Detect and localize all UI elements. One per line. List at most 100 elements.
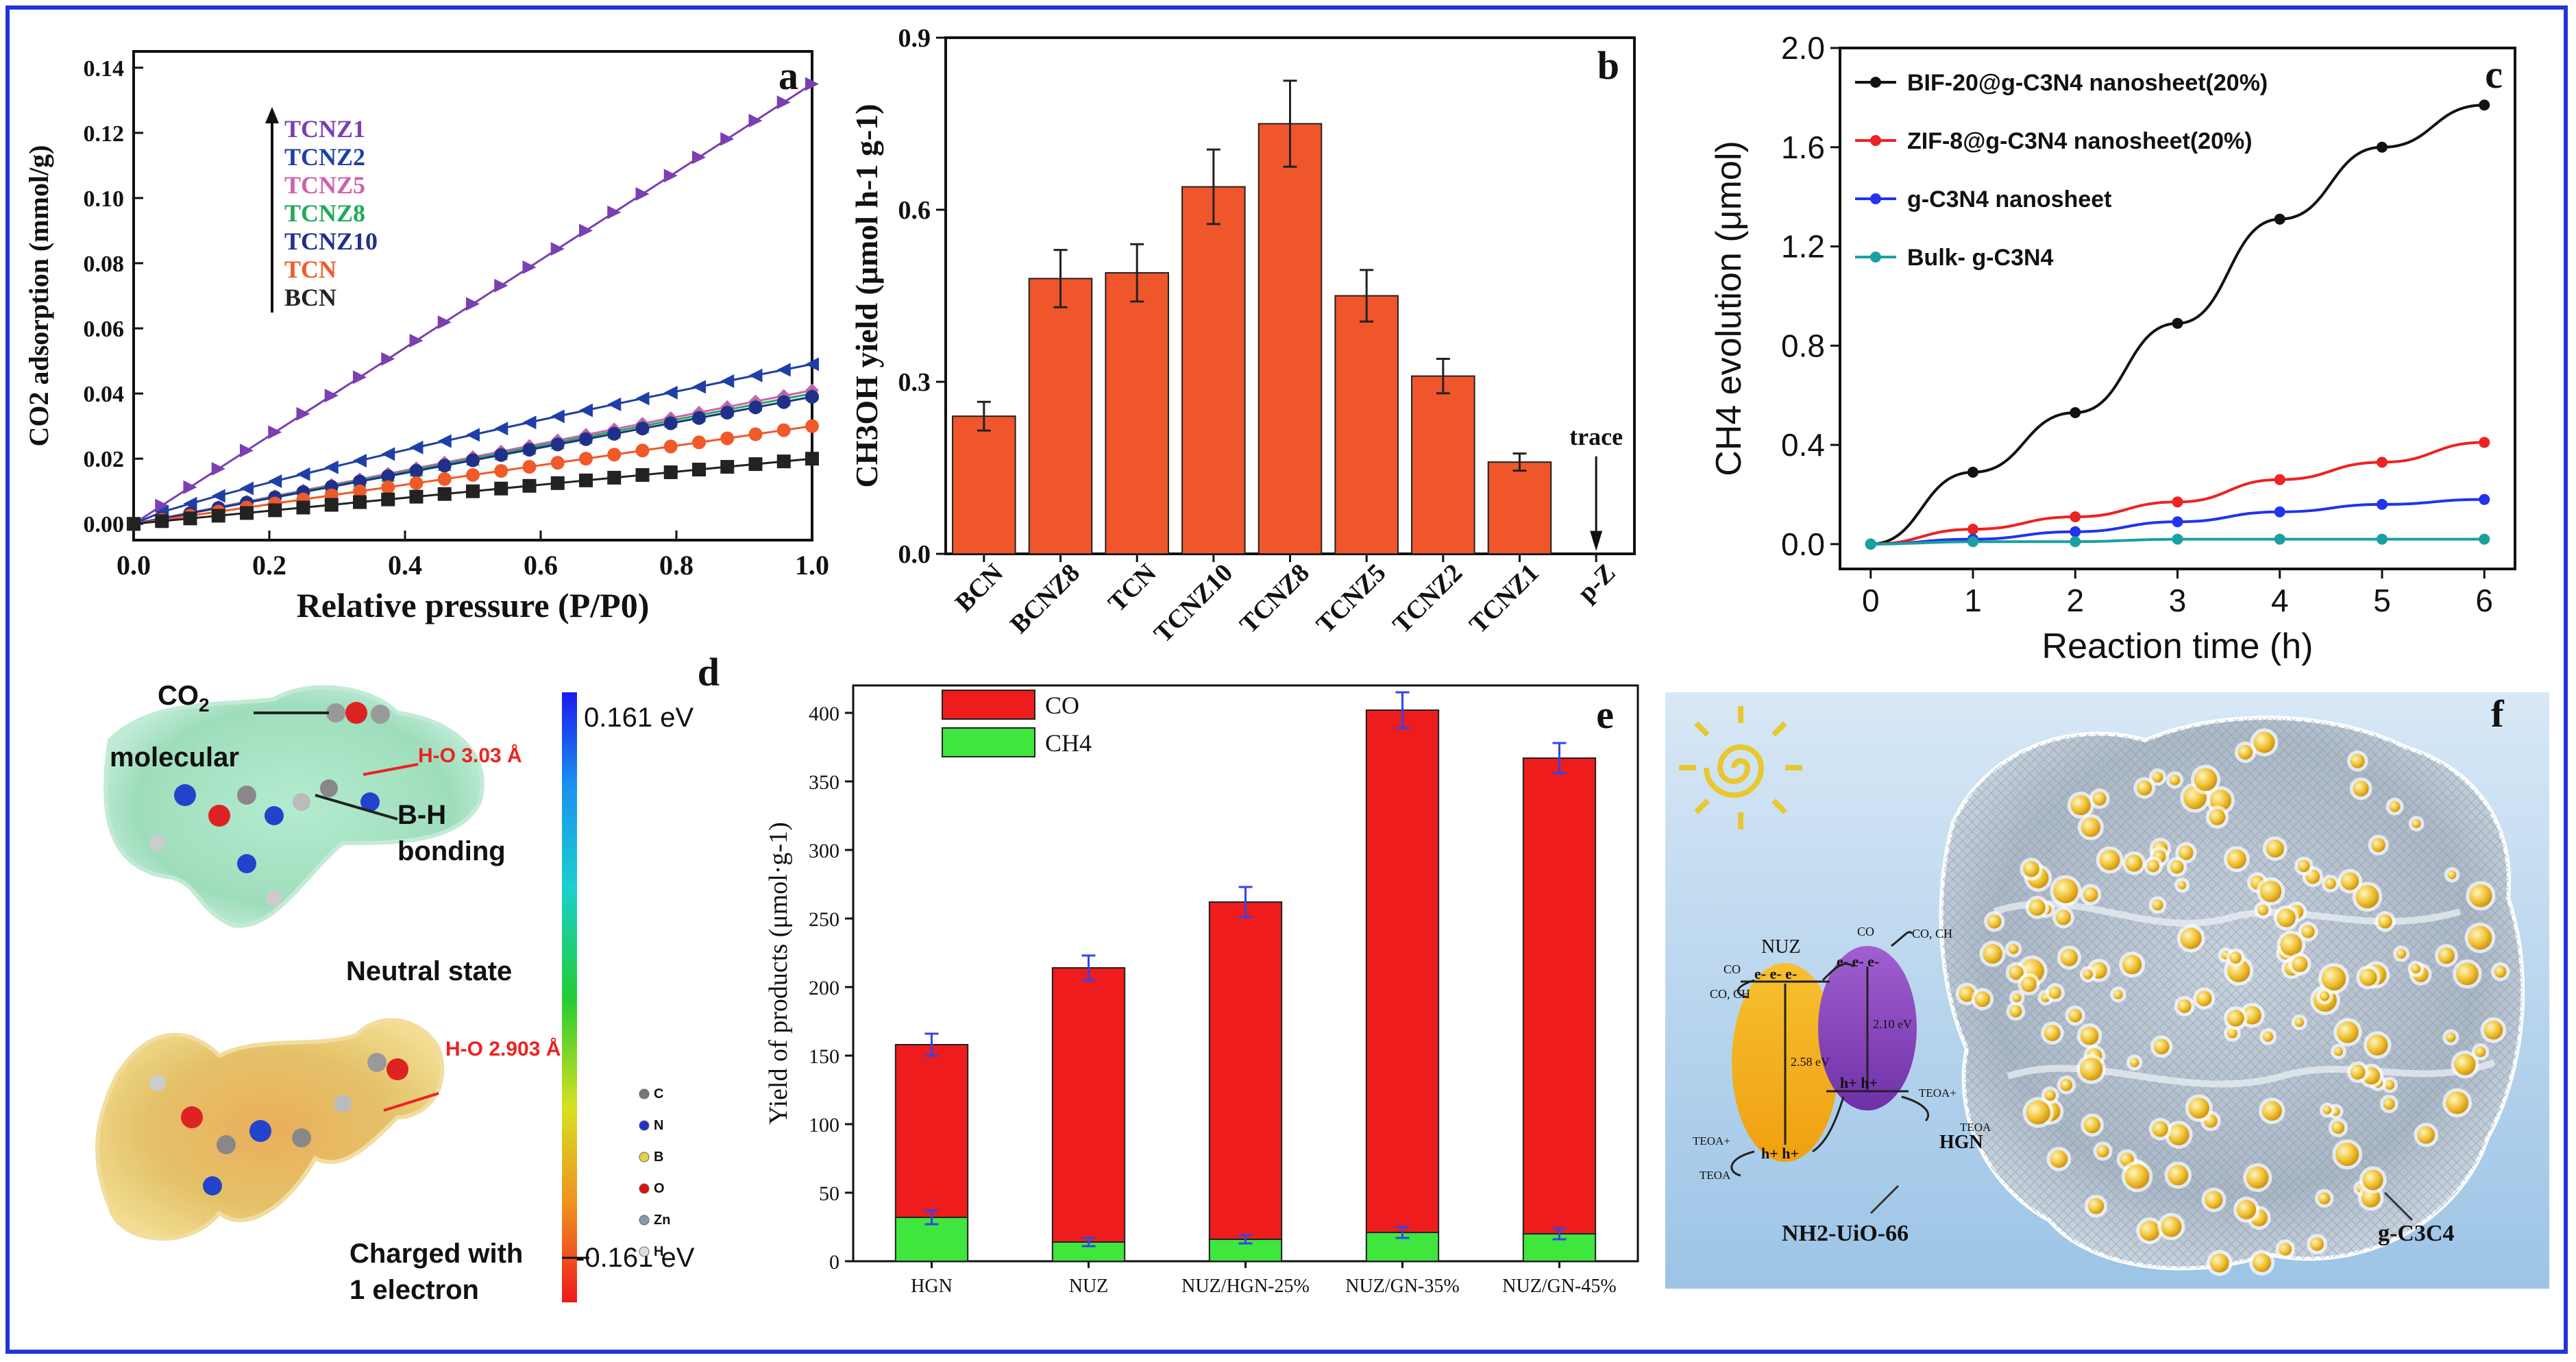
x-tick-label: 0.4 — [388, 550, 422, 581]
nanoparticle — [2124, 1164, 2150, 1189]
data-point — [2172, 317, 2183, 329]
legend-entry: Bulk- g-C3N4 — [1907, 245, 2054, 271]
panel-letter-f: f — [2491, 693, 2505, 735]
data-point — [692, 150, 706, 165]
data-point — [1967, 466, 1979, 478]
data-point — [522, 443, 537, 457]
legend-entry: BCN — [284, 284, 336, 311]
x-tick-label: 1 — [1964, 583, 1982, 618]
nanoparticle — [2196, 990, 2212, 1006]
panel-e-products-chart: 0 50 100 150 200 250 300 350 400 HGN NUZ NUZ/HGN-25… — [754, 637, 1658, 1350]
nanoparticle — [2168, 1165, 2189, 1186]
data-point — [1967, 524, 1979, 535]
nanoparticle — [2367, 1034, 2388, 1056]
data-point — [409, 489, 424, 504]
atom-sphere — [387, 1058, 408, 1080]
data-point — [381, 469, 395, 483]
co2-label-sub: 2 — [199, 694, 210, 716]
nanoparticle — [2456, 962, 2479, 986]
data-point — [2172, 496, 2183, 508]
y-tick-label: 0 — [829, 1251, 839, 1274]
data-point — [2376, 533, 2388, 545]
y-tick-label: 200 — [809, 977, 839, 999]
nanoparticle — [2044, 1089, 2056, 1102]
data-point — [550, 456, 565, 470]
data-point — [607, 426, 622, 441]
nanoparticle — [2008, 944, 2019, 954]
atom-sphere — [334, 1095, 352, 1112]
nanoparticle — [2383, 1098, 2395, 1110]
nanoparticle — [2227, 1028, 2237, 1038]
nanoparticle — [2080, 1026, 2099, 1045]
nanoparticle — [2337, 1021, 2359, 1043]
data-point — [776, 454, 791, 469]
data-point — [296, 500, 310, 515]
data-point — [324, 460, 339, 474]
atom-sphere — [367, 1053, 387, 1072]
data-point — [268, 425, 282, 439]
y-axis-label: Yield of products (μmol·g-1) — [764, 822, 793, 1124]
nuz-holes: h+ h+ — [1761, 1145, 1799, 1162]
teoa-plus-right: TEOA+ — [1919, 1086, 1956, 1099]
panel-b-ch3oh-chart: 0.0 0.3 0.6 0.9 BCN BCNZ8 TCN TCNZ10 TCNZ8 TCNZ5 T… — [849, 14, 1672, 648]
nanoparticle — [2205, 1191, 2223, 1209]
atom-sphere — [203, 1176, 222, 1195]
data-point — [381, 447, 395, 461]
atom-sphere — [237, 854, 256, 873]
nanoparticle — [2292, 956, 2308, 973]
legend-marker — [1870, 193, 1881, 204]
nanoparticle — [2246, 1166, 2269, 1189]
data-point — [2274, 474, 2285, 485]
atom-legend-label: C — [654, 1086, 663, 1102]
data-point — [607, 205, 622, 219]
data-point — [353, 484, 367, 498]
data-point — [155, 498, 169, 513]
nanoparticle — [2468, 925, 2492, 950]
data-point — [2479, 99, 2490, 111]
nanoparticle — [2009, 1005, 2022, 1018]
gcn-label: g-C3C4 — [2378, 1221, 2454, 1246]
nanoparticle — [2446, 1032, 2456, 1043]
data-point — [635, 391, 650, 406]
data-point — [240, 443, 254, 458]
data-point — [1967, 536, 1979, 548]
nanoparticle — [1987, 914, 2002, 929]
x-axis-label: Relative pressure (P/P0) — [297, 586, 650, 624]
scale-top-label: 0.161 eV — [584, 703, 694, 733]
trace-annotation: trace — [1569, 423, 1623, 450]
nanoparticle — [2084, 1117, 2100, 1134]
y-tick-label: 350 — [809, 771, 839, 794]
data-point — [720, 431, 735, 446]
ho-distance-2: H-O 2.903 Å — [445, 1038, 561, 1060]
x-tick-label: 4 — [2271, 583, 2289, 618]
nanoparticle — [2237, 1200, 2257, 1219]
atom-sphere — [149, 835, 166, 851]
panel-d-molecular-model: CO2 molecular H-O 3.03 Å B-H bonding Neu… — [14, 637, 754, 1350]
data-point — [437, 315, 452, 330]
nanoparticle — [2227, 1010, 2244, 1027]
y-tick-label: 0.14 — [84, 56, 125, 82]
data-point — [353, 453, 367, 467]
nanoparticle — [2320, 991, 2330, 1001]
nanoparticle — [2350, 1065, 2366, 1080]
data-point — [324, 498, 339, 512]
data-point — [494, 422, 508, 436]
legend-entry: TCN — [284, 256, 336, 283]
data-point — [663, 465, 678, 479]
y-tick-label: 100 — [809, 1114, 839, 1136]
nanoparticle — [2446, 1091, 2469, 1115]
nanoparticle — [2385, 1080, 2395, 1090]
y-tick-label: 2.0 — [1781, 30, 1825, 66]
data-point — [663, 385, 678, 400]
bar-co — [1051, 967, 1126, 1243]
data-point — [748, 400, 763, 415]
data-point — [1865, 538, 1876, 550]
legend-entry: g-C3N4 nanosheet — [1907, 186, 2112, 212]
charged-label-2: 1 electron — [349, 1275, 479, 1305]
nanoparticle — [2297, 860, 2310, 873]
nanoparticle — [2417, 1126, 2436, 1144]
data-point — [805, 389, 819, 404]
legend-entry: TCNZ1 — [284, 115, 365, 143]
nanoparticle — [2147, 860, 2160, 873]
nanoparticle — [2318, 1192, 2331, 1205]
